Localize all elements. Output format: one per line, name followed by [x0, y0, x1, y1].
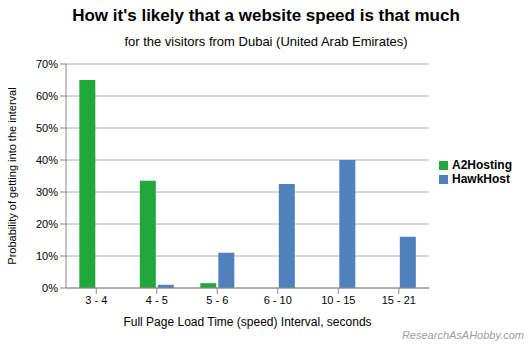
svg-text:40%: 40% — [36, 154, 58, 166]
svg-text:Full Page Load Time (speed) In: Full Page Load Time (speed) Interval, se… — [123, 315, 371, 329]
svg-text:20%: 20% — [36, 218, 58, 230]
svg-text:70%: 70% — [36, 58, 58, 70]
svg-text:50%: 50% — [36, 122, 58, 134]
svg-text:Probability of getting into th: Probability of getting into the interval — [8, 87, 18, 264]
svg-text:10 - 15: 10 - 15 — [321, 294, 355, 306]
svg-text:6 - 10: 6 - 10 — [264, 294, 292, 306]
svg-text:4 - 5: 4 - 5 — [146, 294, 168, 306]
html-text:ResearchAsAHobby.com: ResearchAsAHobby.com — [401, 329, 524, 341]
svg-text:60%: 60% — [36, 90, 58, 102]
svg-text:0%: 0% — [42, 282, 58, 294]
html-text:A2Hosting: A2Hosting — [452, 158, 512, 172]
svg-text:3 - 4: 3 - 4 — [85, 294, 107, 306]
html-text:HawkHost: HawkHost — [452, 172, 510, 186]
svg-text:10%: 10% — [36, 250, 58, 262]
html-text:for the visitors from Dubai (U: for the visitors from Dubai (United Arab… — [124, 34, 408, 49]
svg-text:5 - 6: 5 - 6 — [206, 294, 228, 306]
svg-text:30%: 30% — [36, 186, 58, 198]
html-text:How it's likely that a website: How it's likely that a website speed is … — [72, 6, 460, 25]
svg-text:15 - 21: 15 - 21 — [382, 294, 416, 306]
